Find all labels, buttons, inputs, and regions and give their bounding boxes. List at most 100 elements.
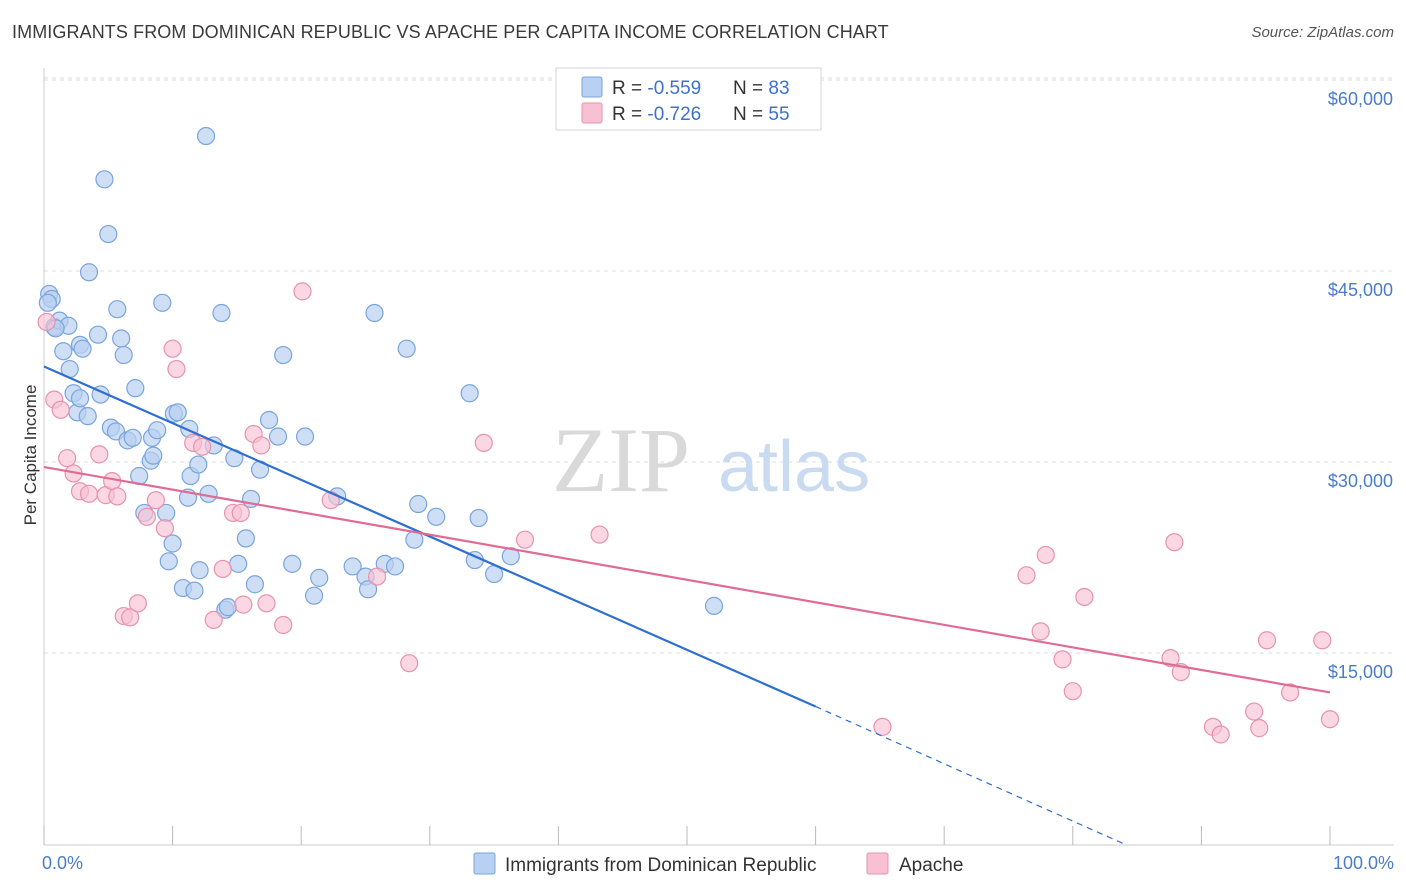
y-tick-label-60000: $60,000 bbox=[1328, 89, 1393, 109]
point-dominican-15 bbox=[95, 170, 114, 189]
point-apache-17 bbox=[163, 339, 182, 358]
point-apache-34 bbox=[474, 433, 493, 452]
legend-n-value-2: 55 bbox=[768, 104, 789, 125]
series-apache-points bbox=[37, 282, 1340, 744]
legend-n-value-1: 83 bbox=[768, 78, 789, 99]
point-apache-37 bbox=[873, 717, 892, 736]
point-dominican-76 bbox=[469, 508, 488, 528]
point-apache-50 bbox=[1250, 719, 1269, 738]
point-dominican-74 bbox=[460, 384, 479, 403]
point-dominican-62 bbox=[310, 568, 329, 587]
point-dominican-34 bbox=[163, 534, 182, 553]
point-dominican-80 bbox=[38, 293, 57, 312]
point-dominican-59 bbox=[283, 554, 302, 573]
point-dominican-61 bbox=[304, 586, 324, 605]
point-dominican-58 bbox=[274, 345, 293, 365]
point-apache-44 bbox=[1161, 648, 1180, 668]
point-apache-20 bbox=[193, 437, 212, 456]
point-apache-7 bbox=[90, 445, 109, 464]
point-dominican-57 bbox=[268, 427, 288, 446]
legend-row-1: R = -0.559 bbox=[612, 78, 701, 99]
point-dominican-20 bbox=[112, 329, 131, 348]
legend-r-value-2: -0.726 bbox=[647, 104, 701, 125]
point-dominican-64 bbox=[343, 557, 362, 576]
axes bbox=[43, 68, 1394, 846]
chart-source: Source: ZipAtlas.com bbox=[1251, 24, 1394, 41]
point-dominican-54 bbox=[245, 575, 265, 594]
legend-bottom-label-pink: Apache bbox=[899, 855, 963, 876]
point-apache-21 bbox=[204, 610, 223, 629]
point-apache-35 bbox=[515, 530, 535, 549]
legend-row-2-n: N = 55 bbox=[733, 104, 790, 125]
point-apache-51 bbox=[1257, 631, 1277, 650]
point-dominican-10 bbox=[73, 339, 92, 358]
point-apache-31 bbox=[321, 491, 340, 510]
point-apache-10 bbox=[108, 487, 127, 506]
point-apache-2 bbox=[51, 400, 70, 419]
point-apache-6 bbox=[79, 484, 99, 503]
point-dominican-82 bbox=[70, 389, 90, 408]
point-dominican-56 bbox=[259, 410, 279, 430]
point-apache-33 bbox=[400, 654, 419, 673]
point-dominican-41 bbox=[185, 581, 204, 600]
y-axis-label: Per Capita Income bbox=[21, 385, 40, 526]
point-dominican-52 bbox=[236, 529, 256, 548]
point-apache-29 bbox=[274, 615, 293, 635]
trend-line-dominican bbox=[43, 365, 817, 708]
legend-bottom: Immigrants from Dominican Republic Apach… bbox=[473, 852, 963, 876]
point-apache-41 bbox=[1053, 650, 1072, 669]
point-dominican-47 bbox=[212, 303, 231, 323]
point-dominican-67 bbox=[365, 303, 384, 323]
x-tick-label-end: 100.0% bbox=[1333, 853, 1394, 873]
legend-bottom-swatch-pink bbox=[866, 852, 889, 875]
watermark-atlas: atlas bbox=[718, 427, 870, 507]
point-dominican-16 bbox=[99, 224, 118, 244]
trend-line-dominican-extension bbox=[815, 705, 1125, 845]
watermark: ZIP atlas bbox=[552, 409, 870, 511]
point-dominican-29 bbox=[144, 446, 163, 465]
point-apache-52 bbox=[1281, 683, 1300, 702]
point-apache-15 bbox=[146, 491, 165, 510]
y-tick-label-15000: $15,000 bbox=[1328, 662, 1393, 682]
legend-swatch-pink bbox=[581, 102, 603, 124]
point-apache-24 bbox=[231, 503, 250, 523]
point-dominican-78 bbox=[501, 547, 520, 566]
point-apache-30 bbox=[293, 282, 312, 301]
point-dominican-60 bbox=[295, 427, 315, 446]
point-apache-49 bbox=[1245, 702, 1264, 721]
point-dominican-30 bbox=[148, 421, 167, 440]
point-dominican-31 bbox=[153, 293, 172, 312]
y-tick-label-45000: $45,000 bbox=[1328, 280, 1393, 300]
point-dominican-42 bbox=[189, 455, 208, 474]
trend-lines bbox=[43, 365, 1331, 845]
point-dominican-4 bbox=[54, 342, 73, 361]
point-apache-36 bbox=[590, 525, 609, 544]
point-dominican-44 bbox=[196, 126, 216, 146]
point-dominican-79 bbox=[704, 596, 724, 615]
point-apache-22 bbox=[213, 559, 232, 579]
point-dominican-19 bbox=[108, 300, 127, 319]
legend-bottom-swatch-blue bbox=[473, 852, 496, 875]
point-apache-48 bbox=[1211, 725, 1230, 744]
point-apache-25 bbox=[234, 595, 253, 614]
point-apache-32 bbox=[367, 567, 387, 586]
point-apache-54 bbox=[1320, 710, 1340, 729]
legend-n-label-1: N = bbox=[733, 78, 768, 99]
point-dominican-12 bbox=[79, 263, 99, 282]
point-dominican-73 bbox=[427, 507, 446, 526]
watermark-zip: ZIP bbox=[552, 409, 690, 511]
point-dominican-23 bbox=[123, 428, 142, 447]
legend-row-2: R = -0.726 bbox=[612, 104, 701, 125]
point-dominican-33 bbox=[159, 552, 178, 571]
legend-swatch-blue bbox=[581, 76, 603, 98]
point-apache-18 bbox=[167, 359, 186, 379]
point-dominican-43 bbox=[190, 561, 209, 580]
legend-r-label-2: R = bbox=[612, 104, 647, 125]
point-dominican-70 bbox=[397, 339, 416, 358]
point-dominican-13 bbox=[88, 325, 108, 344]
point-dominican-51 bbox=[229, 554, 248, 573]
legend-n-label-2: N = bbox=[733, 104, 768, 125]
legend-bottom-label-blue: Immigrants from Dominican Republic bbox=[505, 855, 817, 876]
x-tick-label-start: 0.0% bbox=[42, 853, 83, 873]
legend-row-1-n: N = 83 bbox=[733, 78, 790, 99]
